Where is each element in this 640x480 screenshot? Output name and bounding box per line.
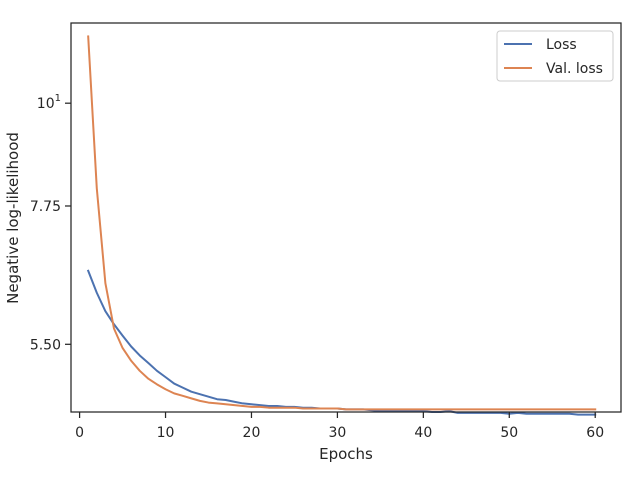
x-tick-label: 0	[75, 425, 84, 441]
x-tick-label: 50	[500, 425, 518, 441]
y-tick-label-exponent: 1	[55, 93, 61, 104]
x-tick-label: 40	[414, 425, 432, 441]
y-axis-label: Negative log-likelihood	[4, 132, 22, 304]
plot-frame	[70, 22, 622, 413]
legend-label-1: Val. loss	[546, 61, 603, 77]
plot-area	[86, 35, 597, 416]
y-tick-label: 7.75	[30, 199, 61, 215]
y-tick-label-base: 7.75	[30, 199, 61, 215]
x-axis-label: Epochs	[319, 445, 373, 463]
legend-label-0: Loss	[546, 37, 577, 53]
y-tick-label: 101	[37, 93, 61, 112]
x-tick-label: 30	[328, 425, 346, 441]
x-tick-label: 60	[586, 425, 604, 441]
x-tick-label: 20	[243, 425, 261, 441]
y-tick-label: 5.50	[30, 337, 61, 353]
y-tick-label-base: 10	[37, 96, 55, 112]
series-line-1	[87, 35, 597, 411]
legend: Loss Val. loss	[496, 30, 614, 82]
y-tick-label-base: 5.50	[30, 337, 61, 353]
x-tick-label: 10	[157, 425, 175, 441]
